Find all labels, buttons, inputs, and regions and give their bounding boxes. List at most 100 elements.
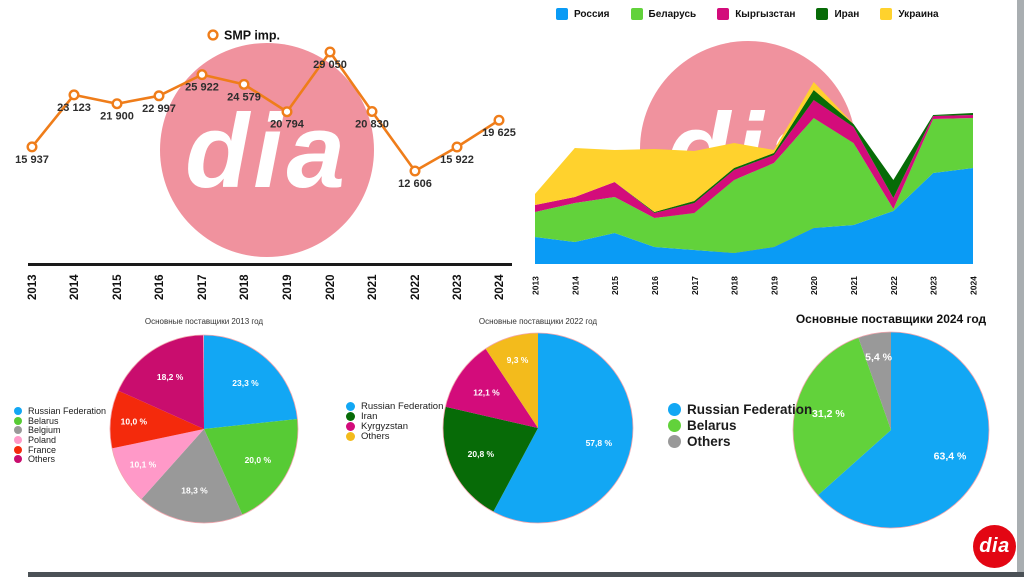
- x-axis-label: 2014: [570, 276, 580, 295]
- legend-label: Russian Federation: [361, 401, 444, 413]
- pie-chart-2022: 57,8 % 20,8 % 12,1 % 9,3 %: [442, 332, 634, 524]
- x-axis-label: 2018: [730, 276, 740, 295]
- x-axis-label: 2024: [494, 274, 506, 300]
- legend-label: Poland: [28, 434, 57, 445]
- data-point-label: 21 900: [100, 111, 134, 123]
- pie-outline: [792, 331, 990, 529]
- data-point-marker: [238, 78, 250, 90]
- pie-title-2022: Основные поставщики 2022 год: [478, 317, 598, 326]
- legend-dot: [346, 412, 355, 422]
- bottom-edge-bar: [28, 572, 1024, 577]
- legend-dot: [14, 445, 22, 454]
- area-series-Россия: [535, 168, 973, 264]
- x-axis-label: 2016: [650, 276, 660, 295]
- data-point-label: 29 050: [313, 59, 347, 71]
- legend-label: Кыргызстан: [735, 8, 796, 20]
- data-point-marker: [68, 89, 80, 101]
- data-point-label: 20 830: [355, 118, 389, 130]
- legend-label: Belarus: [28, 415, 59, 426]
- suppliers-stacked-area-chart: 2013 2014 2015 2016 2017 2018 2019 2020 2021 2022…: [531, 82, 978, 295]
- right-edge-strip: [1017, 0, 1024, 577]
- legend-item: Украина: [880, 8, 939, 20]
- legend-dot: [346, 422, 355, 432]
- pie-slice-poland: [112, 429, 204, 500]
- x-axis-label: 2014: [69, 274, 81, 300]
- legend-label: Россия: [574, 8, 610, 20]
- pie-legend-2024: Russian Federation Belarus Others: [668, 401, 812, 450]
- legend-item: Belarus: [14, 416, 106, 426]
- legend-label: Kyrgyzstan: [361, 421, 408, 433]
- data-point-label: 22 997: [142, 103, 176, 115]
- smp-imports-line-chart: 15 937 2013 23 123 2014 21 900 2015 22 997 2016…: [15, 29, 516, 301]
- data-point-marker: [26, 141, 38, 153]
- legend-swatch: [556, 8, 568, 20]
- pie-outline: [442, 332, 634, 524]
- legend-label: Russian Federation: [28, 405, 107, 416]
- legend-item: Иран: [816, 8, 859, 20]
- pie-slice-russian-federation: [817, 332, 990, 528]
- legend-item: Кыргызстан: [717, 8, 795, 20]
- data-point-label: 15 922: [440, 154, 474, 166]
- pie-slice-label: 18,2 %: [157, 372, 184, 382]
- pie-title-2013: Основные поставщики 2013 год: [144, 317, 264, 326]
- data-point-marker: [153, 90, 165, 102]
- pie-slice-label: 57,8 %: [586, 438, 613, 448]
- area-series-Украина: [535, 82, 973, 212]
- dia-watermark-left: dia: [160, 43, 374, 257]
- pie-slice-label: 5,4 %: [865, 352, 893, 364]
- x-axis-label: 2017: [197, 274, 209, 300]
- area-series-Беларусь: [535, 118, 973, 253]
- pie-slice-belgium: [141, 429, 243, 523]
- pie-slice-others: [485, 333, 538, 428]
- x-axis-label: 2021: [367, 274, 379, 300]
- x-axis-label: 2022: [889, 276, 899, 295]
- legend-item: Беларусь: [630, 8, 696, 20]
- x-axis-label: 2023: [929, 276, 939, 295]
- legend-item: Iran: [346, 411, 443, 422]
- legend-label: Others: [28, 454, 56, 465]
- legend-label: Иран: [834, 8, 860, 20]
- data-point-label: 24 579: [227, 91, 261, 103]
- legend-dot: [14, 435, 22, 444]
- pie-slice-russian-federation: [204, 335, 298, 429]
- pie-outline: [109, 334, 299, 524]
- data-point-label: 12 606: [398, 178, 432, 190]
- x-axis-label: 2021: [849, 276, 859, 295]
- legend-swatch: [717, 8, 730, 20]
- legend-item: Others: [668, 434, 812, 450]
- data-point-label: 15 937: [15, 154, 49, 166]
- pie-legend-2013: Russian Federation Belarus Belgium Poland Fr…: [14, 406, 106, 464]
- pie-slice-belarus: [793, 337, 891, 496]
- legend-item: Russian Federation: [14, 406, 106, 416]
- data-point-marker: [451, 141, 463, 153]
- legend-swatch: [816, 8, 829, 20]
- pie-chart-2013: 23,3 % 20,0 % 18,3 % 10,1 % 10,0 % 18,2 %: [109, 334, 299, 524]
- trend-line: [30, 50, 500, 173]
- legend-dot: [346, 432, 355, 442]
- data-point-label: 23 123: [57, 102, 91, 114]
- legend-label: Others: [687, 434, 731, 450]
- pie-slice-russian-federation: [493, 333, 633, 523]
- x-axis-label: 2018: [239, 274, 251, 300]
- legend-swatch: [880, 8, 893, 20]
- legend-dot: [14, 426, 22, 435]
- legend-dot: [668, 435, 681, 449]
- data-point-marker: [196, 69, 208, 81]
- pie-slice-label: 9,3 %: [507, 355, 529, 365]
- legend-label: France: [28, 444, 57, 455]
- x-axis-label: 2013: [531, 276, 541, 295]
- x-axis-label: 2013: [27, 274, 39, 300]
- pie-slice-label: 63,4 %: [934, 450, 967, 462]
- x-axis-label: 2017: [690, 276, 700, 295]
- pie-slice-label: 10,1 %: [130, 459, 157, 469]
- pie-slice-label: 18,3 %: [181, 485, 208, 495]
- legend-item: Others: [346, 431, 443, 442]
- pie-slice-france: [109, 390, 204, 449]
- legend-label: SMP imp.: [224, 29, 280, 43]
- legend-marker-ring: [207, 29, 219, 41]
- x-axis-label: 2023: [452, 274, 464, 300]
- pie-title-2024: Основные поставщики 2024 год: [795, 312, 987, 326]
- legend-item: Russian Federation: [668, 401, 812, 417]
- data-point-label: 25 922: [185, 82, 219, 94]
